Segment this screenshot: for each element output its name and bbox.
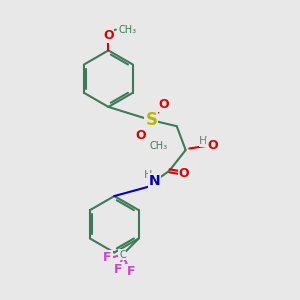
Text: O: O: [159, 98, 169, 111]
Text: S: S: [146, 111, 158, 129]
Text: CH₃: CH₃: [150, 140, 168, 151]
Text: F: F: [127, 265, 136, 278]
Text: F: F: [114, 263, 122, 276]
Text: C: C: [119, 250, 126, 260]
Text: O: O: [103, 29, 114, 42]
Text: H: H: [199, 136, 208, 146]
Text: CH₃: CH₃: [119, 25, 137, 34]
Text: O: O: [179, 167, 190, 180]
Text: F: F: [103, 251, 112, 264]
Text: H: H: [144, 170, 152, 180]
Text: O: O: [207, 139, 218, 152]
Text: O: O: [136, 129, 146, 142]
Text: N: N: [148, 174, 160, 188]
